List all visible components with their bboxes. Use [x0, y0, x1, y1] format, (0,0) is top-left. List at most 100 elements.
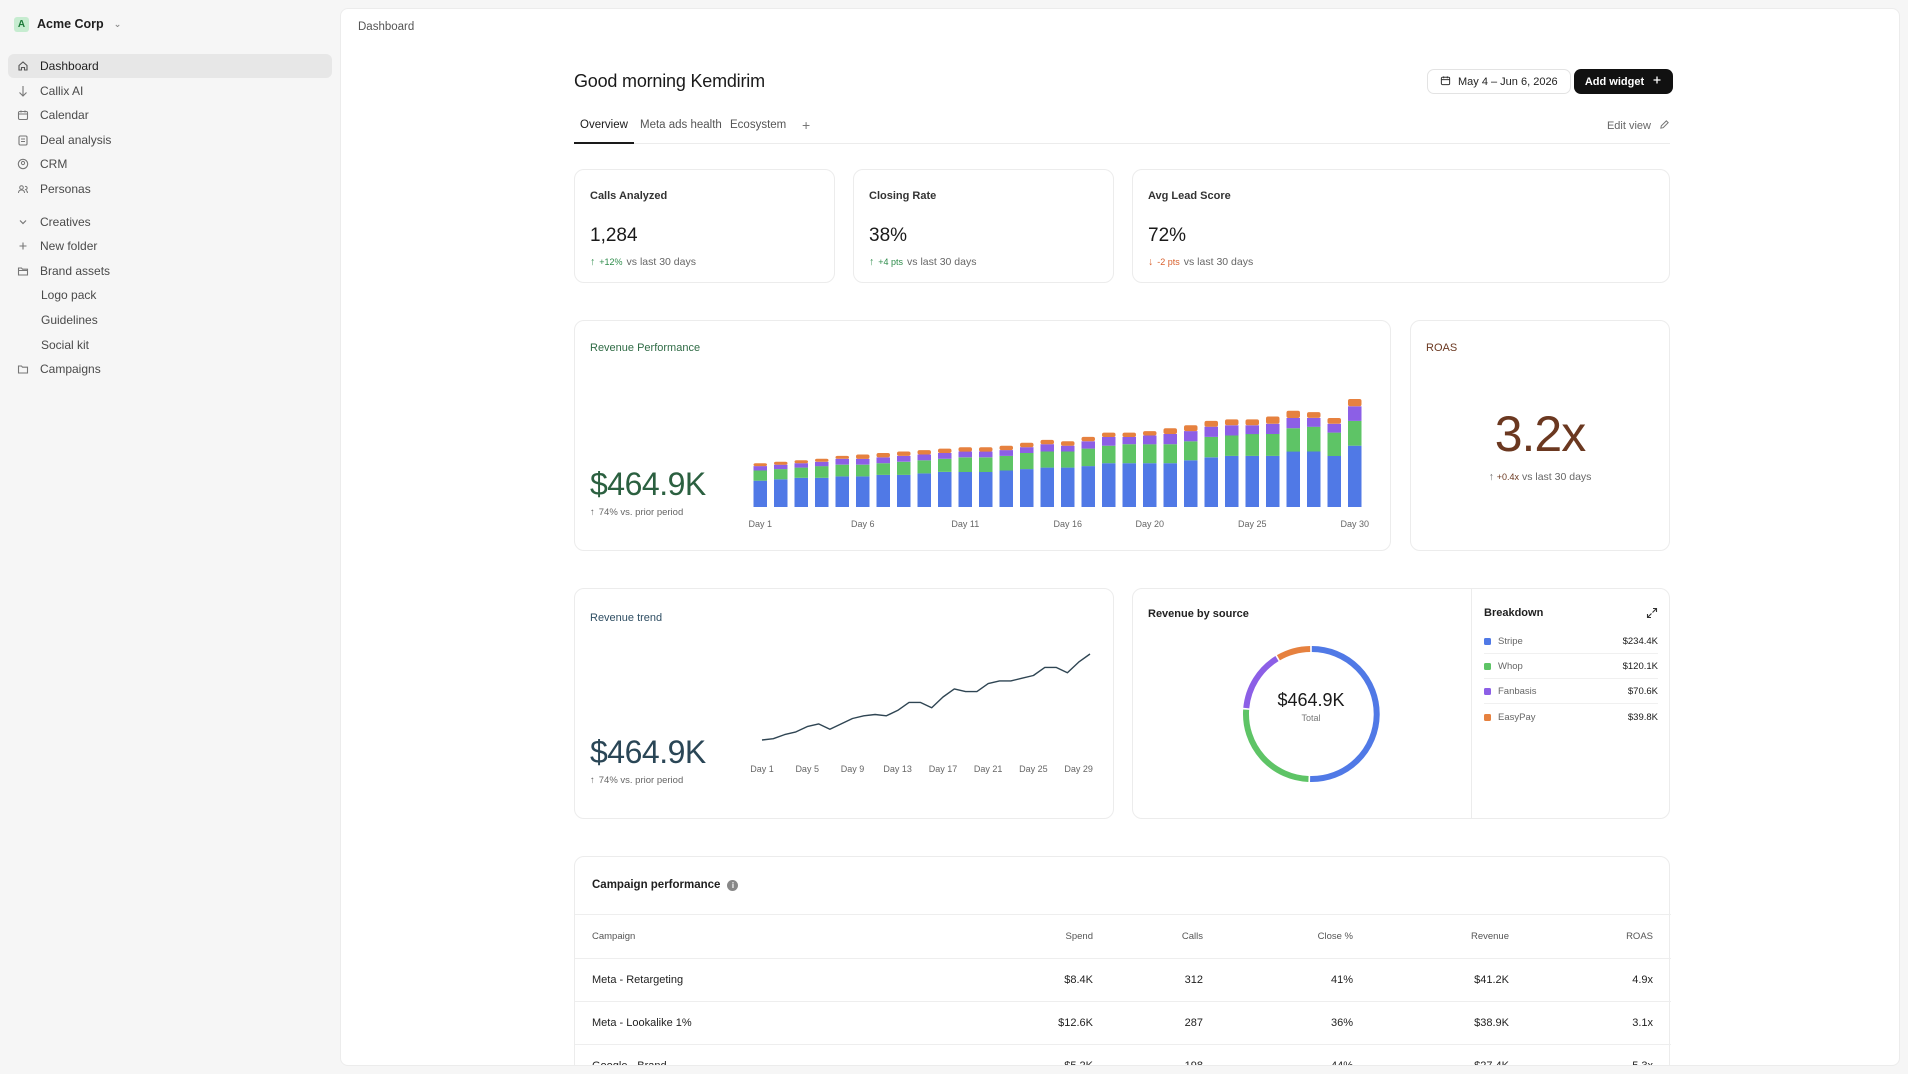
bar-segment-easypay[interactable] — [1266, 416, 1280, 424]
bar-segment-stripe[interactable] — [753, 480, 768, 507]
bar-segment-fanbasis[interactable] — [897, 455, 911, 462]
bar-segment-whop[interactable] — [835, 464, 850, 477]
bar-segment-whop[interactable] — [1307, 426, 1321, 452]
bar-segment-fanbasis[interactable] — [1327, 423, 1342, 433]
bar-segment-whop[interactable] — [1225, 435, 1239, 456]
bar-segment-stripe[interactable] — [1307, 451, 1321, 508]
bar-segment-easypay[interactable] — [1061, 441, 1075, 446]
bar-segment-easypay[interactable] — [938, 448, 952, 453]
bar-segment-whop[interactable] — [979, 457, 993, 472]
sidebar-item-new-folder[interactable]: New folder — [8, 234, 332, 258]
expand-icon[interactable] — [1646, 606, 1658, 624]
bar-segment-whop[interactable] — [1020, 453, 1034, 470]
bar-segment-easypay[interactable] — [958, 447, 973, 452]
bar-segment-easypay[interactable] — [815, 458, 829, 462]
edit-view-button[interactable]: Edit view — [1607, 119, 1670, 133]
bar-segment-fanbasis[interactable] — [1081, 441, 1096, 449]
bar-segment-easypay[interactable] — [753, 463, 768, 467]
sidebar-item-brand-assets[interactable]: Brand assets — [8, 259, 332, 283]
bar-segment-stripe[interactable] — [1020, 469, 1034, 507]
bar-segment-whop[interactable] — [897, 461, 911, 475]
bar-segment-fanbasis[interactable] — [1163, 434, 1178, 445]
bar-segment-whop[interactable] — [999, 455, 1014, 471]
bar-segment-stripe[interactable] — [1204, 457, 1219, 507]
bar-segment-stripe[interactable] — [917, 473, 932, 507]
donut-slice-whop[interactable] — [1243, 709, 1309, 782]
bar-segment-easypay[interactable] — [917, 450, 932, 455]
bar-segment-fanbasis[interactable] — [1143, 435, 1157, 445]
bar-segment-whop[interactable] — [1327, 432, 1342, 456]
bar-segment-whop[interactable] — [1163, 444, 1178, 464]
donut-slice-fanbasis[interactable] — [1243, 656, 1279, 709]
sidebar-item-calendar[interactable]: Calendar — [8, 103, 332, 127]
bar-segment-stripe[interactable] — [1245, 455, 1260, 507]
bar-segment-easypay[interactable] — [1184, 425, 1198, 432]
bar-segment-stripe[interactable] — [1143, 463, 1157, 507]
tab-overview[interactable]: Overview — [574, 119, 634, 144]
bar-segment-whop[interactable] — [1081, 448, 1096, 467]
bar-segment-whop[interactable] — [1266, 434, 1280, 456]
bar-segment-whop[interactable] — [1286, 428, 1301, 452]
bar-segment-easypay[interactable] — [1245, 419, 1260, 426]
bar-segment-stripe[interactable] — [979, 472, 993, 507]
bar-segment-stripe[interactable] — [1163, 463, 1178, 507]
bar-segment-fanbasis[interactable] — [1061, 445, 1075, 452]
bar-segment-stripe[interactable] — [958, 472, 973, 507]
bar-segment-stripe[interactable] — [897, 474, 911, 507]
sidebar-item-crm[interactable]: CRM — [8, 152, 332, 176]
column-header-revenue[interactable]: Revenue — [1470, 931, 1509, 942]
sidebar-item-dashboard[interactable]: Dashboard — [8, 54, 332, 78]
bar-segment-whop[interactable] — [815, 466, 829, 478]
bar-segment-easypay[interactable] — [1040, 439, 1055, 445]
bar-segment-fanbasis[interactable] — [1184, 431, 1198, 442]
column-header-campaign[interactable]: Campaign — [592, 931, 636, 942]
bar-segment-stripe[interactable] — [1040, 467, 1055, 507]
column-header-spend[interactable]: Spend — [1065, 931, 1093, 942]
bar-segment-fanbasis[interactable] — [1266, 423, 1280, 434]
trend-line[interactable] — [761, 653, 1091, 741]
column-header-close[interactable]: Close % — [1317, 931, 1353, 942]
bar-segment-whop[interactable] — [794, 467, 809, 478]
bar-segment-whop[interactable] — [876, 463, 891, 475]
bar-segment-whop[interactable] — [753, 470, 768, 481]
tab-meta-ads-health[interactable]: Meta ads health — [640, 119, 722, 131]
bar-segment-fanbasis[interactable] — [856, 458, 870, 465]
bar-segment-whop[interactable] — [938, 458, 952, 472]
bar-segment-whop[interactable] — [1143, 444, 1157, 464]
table-row[interactable]: Meta - Lookalike 1% $12.6K 287 36% $38.9… — [575, 1001, 1671, 1044]
bar-segment-easypay[interactable] — [856, 454, 870, 459]
bar-segment-fanbasis[interactable] — [815, 461, 829, 467]
bar-segment-easypay[interactable] — [1081, 436, 1096, 442]
bar-segment-whop[interactable] — [1245, 434, 1260, 456]
bar-segment-stripe[interactable] — [1266, 455, 1280, 507]
sidebar-item-guidelines[interactable]: Guidelines — [8, 308, 332, 332]
bar-segment-stripe[interactable] — [794, 477, 809, 507]
bar-segment-whop[interactable] — [958, 457, 973, 472]
bar-segment-whop[interactable] — [1204, 436, 1219, 458]
bar-segment-fanbasis[interactable] — [1102, 436, 1116, 446]
bar-segment-stripe[interactable] — [856, 476, 870, 507]
bar-segment-whop[interactable] — [774, 469, 788, 480]
bar-segment-fanbasis[interactable] — [1307, 418, 1321, 427]
bar-segment-easypay[interactable] — [1122, 432, 1137, 437]
bar-segment-easypay[interactable] — [1204, 420, 1219, 427]
bar-segment-easypay[interactable] — [1102, 432, 1116, 437]
bar-segment-fanbasis[interactable] — [794, 463, 809, 468]
bar-segment-whop[interactable] — [856, 464, 870, 477]
bar-segment-fanbasis[interactable] — [938, 453, 952, 459]
bar-segment-fanbasis[interactable] — [753, 466, 768, 471]
bar-segment-fanbasis[interactable] — [1245, 425, 1260, 435]
bar-segment-fanbasis[interactable] — [876, 457, 891, 464]
bar-segment-stripe[interactable] — [938, 472, 952, 507]
bar-segment-stripe[interactable] — [1348, 445, 1362, 507]
bar-segment-fanbasis[interactable] — [1348, 406, 1362, 421]
bar-segment-stripe[interactable] — [1286, 451, 1301, 508]
bar-segment-stripe[interactable] — [1102, 463, 1116, 507]
workspace-switcher[interactable]: A Acme Corp ⌄ — [8, 12, 332, 36]
bar-segment-stripe[interactable] — [999, 470, 1014, 508]
bar-segment-easypay[interactable] — [1286, 410, 1301, 418]
bar-segment-easypay[interactable] — [876, 453, 891, 458]
bar-segment-stripe[interactable] — [1225, 455, 1239, 507]
tab-ecosystem[interactable]: Ecosystem — [730, 119, 787, 131]
bar-segment-fanbasis[interactable] — [1225, 425, 1239, 436]
